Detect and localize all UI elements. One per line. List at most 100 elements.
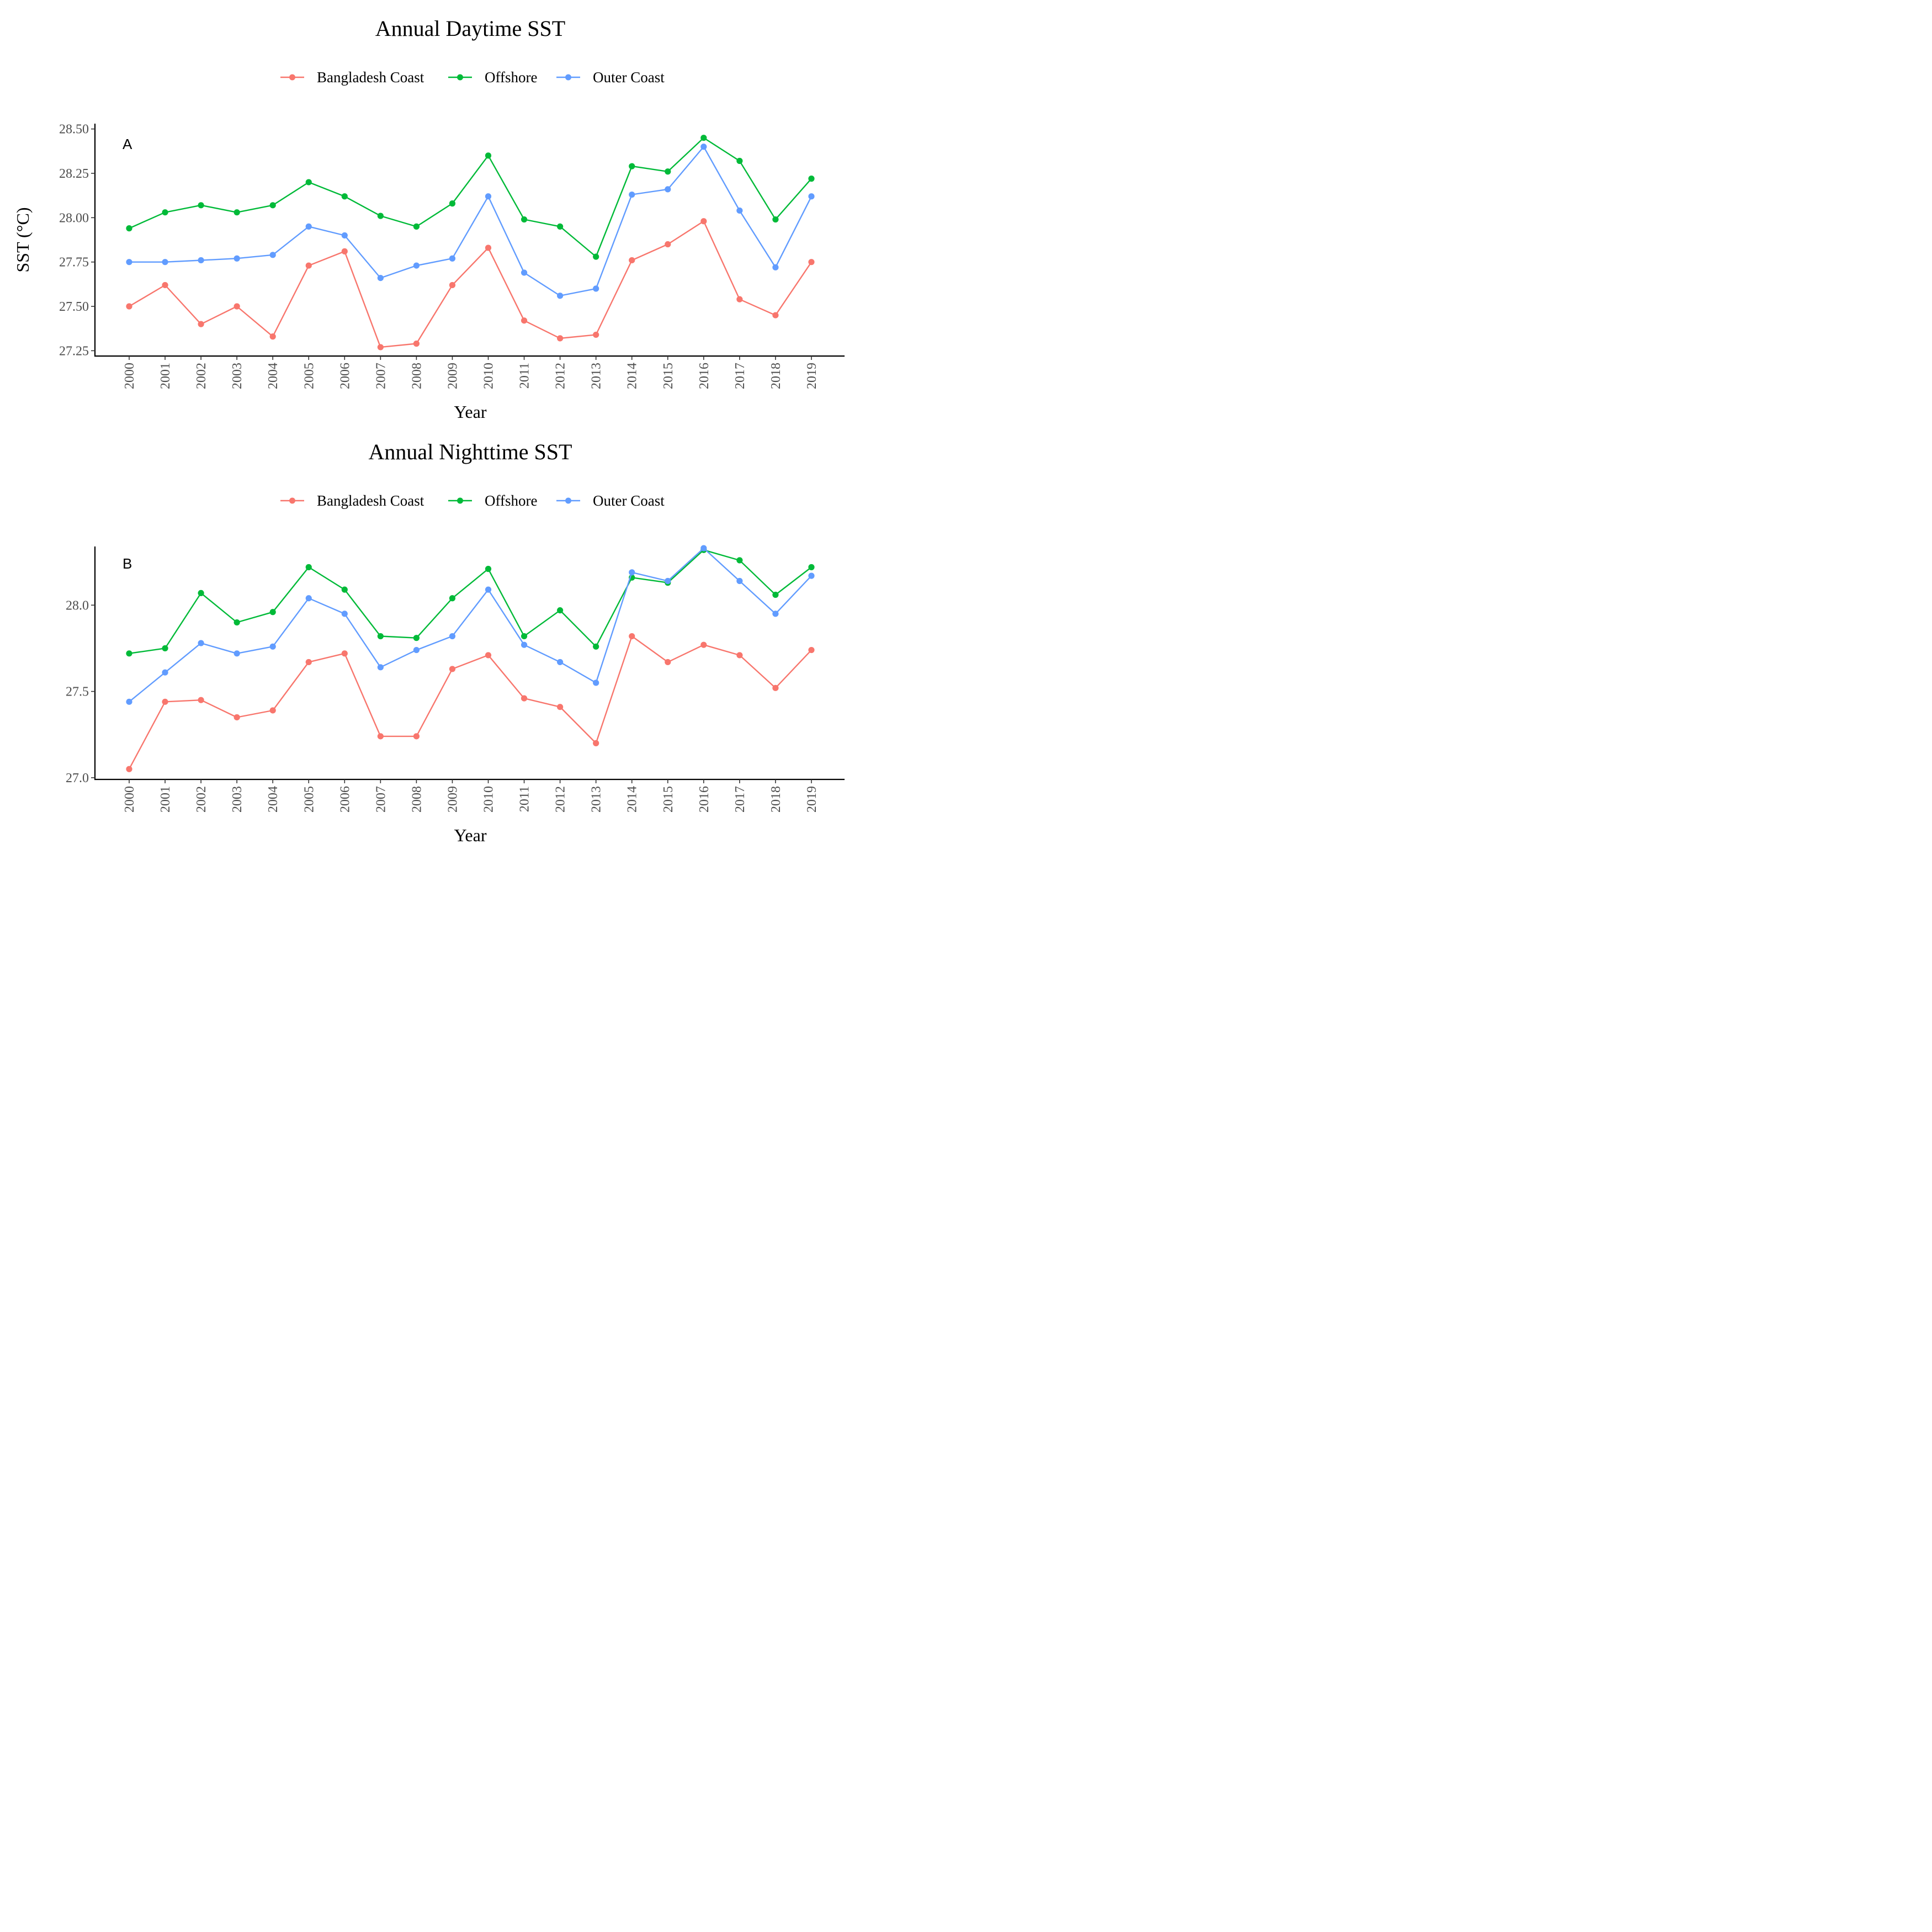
data-point (305, 659, 312, 666)
legend-key-point (565, 74, 571, 81)
data-point (629, 633, 635, 640)
data-point (700, 218, 707, 225)
figure: Annual Daytime SST Bangladesh Coast Offsho… (13, 16, 845, 845)
series-outer-coast (126, 545, 815, 705)
data-point (665, 241, 671, 248)
x-tick-label: 2013 (590, 363, 604, 389)
data-point (736, 652, 743, 659)
data-point (557, 704, 564, 710)
x-axis-title: Year (454, 825, 487, 845)
data-point (162, 259, 168, 266)
x-tick-label: 2005 (302, 786, 316, 813)
data-point (269, 252, 276, 258)
y-tick-label: 27.50 (59, 300, 89, 314)
x-tick-label: 2016 (697, 363, 712, 389)
x-tick-label: 2002 (194, 363, 209, 389)
y-tick-label: 28.00 (59, 211, 89, 225)
x-tick-label: 2006 (338, 363, 352, 389)
x-tick-label: 2003 (230, 363, 245, 389)
x-tick-label: 2011 (518, 363, 532, 389)
x-tick-label: 2016 (697, 786, 712, 813)
data-point (377, 213, 384, 219)
legend-item: Bangladesh Coast (280, 69, 424, 86)
data-point (305, 262, 312, 269)
x-tick-label: 2019 (805, 786, 819, 813)
data-point (521, 633, 528, 640)
data-point (233, 714, 240, 721)
data-point (126, 698, 132, 705)
x-tick-label: 2019 (805, 363, 819, 389)
data-point (233, 255, 240, 262)
legend: Bangladesh Coast Offshore Outer Coast (280, 69, 665, 86)
y-tick-label: 28.25 (59, 167, 89, 181)
data-point (665, 168, 671, 175)
series-line (129, 146, 813, 296)
panel-label: B (123, 555, 132, 572)
data-point (736, 157, 743, 164)
data-point (449, 595, 456, 602)
data-point (736, 577, 743, 585)
legend-key-point (457, 497, 463, 504)
x-tick-label: 2017 (733, 786, 747, 813)
data-point (162, 669, 168, 676)
x-tick-label: 2010 (482, 363, 496, 389)
data-point (700, 135, 707, 141)
legend-key-point (457, 74, 463, 81)
data-point (629, 191, 635, 198)
data-point (593, 331, 599, 338)
x-tick-label: 2007 (374, 363, 388, 389)
x-tick-label: 2009 (445, 363, 460, 389)
data-point (198, 257, 204, 264)
data-point (557, 607, 564, 614)
data-point (305, 179, 312, 185)
data-point (449, 282, 456, 289)
data-point (341, 248, 348, 254)
legend-label: Outer Coast (593, 69, 665, 86)
data-point (198, 321, 204, 327)
x-tick-label: 2011 (518, 786, 532, 812)
x-tick-label: 2014 (625, 363, 640, 389)
data-point (808, 572, 815, 579)
data-point (665, 577, 671, 585)
data-point (449, 255, 456, 262)
x-tick-label: 2018 (769, 363, 783, 389)
data-point (269, 643, 276, 650)
data-point (305, 595, 312, 602)
data-point (341, 193, 348, 200)
legend-label: Offshore (485, 492, 537, 509)
data-point (700, 545, 707, 551)
data-point (449, 666, 456, 672)
y-tick-label: 27.25 (59, 344, 89, 358)
data-point (593, 643, 599, 650)
data-point (126, 303, 132, 310)
chart-panel-daytime: Annual Daytime SST Bangladesh Coast Offsho… (13, 16, 845, 422)
data-point (521, 695, 528, 702)
series-offshore (126, 546, 815, 657)
data-point (162, 209, 168, 216)
data-point (593, 740, 599, 746)
data-point (377, 274, 384, 282)
data-point (413, 340, 420, 347)
series-line (129, 220, 812, 348)
series-line (129, 549, 812, 654)
data-point (233, 303, 240, 310)
data-point (377, 344, 384, 351)
data-point (772, 312, 779, 319)
y-tick-label: 28.0 (66, 598, 89, 613)
data-point (629, 257, 635, 264)
data-point (269, 333, 276, 340)
data-point (485, 193, 492, 200)
series-line (129, 547, 812, 703)
data-point (269, 707, 276, 714)
x-tick-label: 2012 (554, 363, 568, 389)
x-tick-label: 2012 (554, 786, 568, 813)
data-point (521, 317, 528, 324)
data-point (593, 253, 599, 260)
series-bangladesh-coast (126, 633, 815, 772)
data-point (198, 697, 204, 703)
series-line (129, 137, 812, 258)
x-axis-title: Year (454, 402, 487, 422)
data-point (808, 259, 815, 266)
y-axis-title: SST (°C) (13, 207, 33, 272)
data-point (233, 619, 240, 626)
